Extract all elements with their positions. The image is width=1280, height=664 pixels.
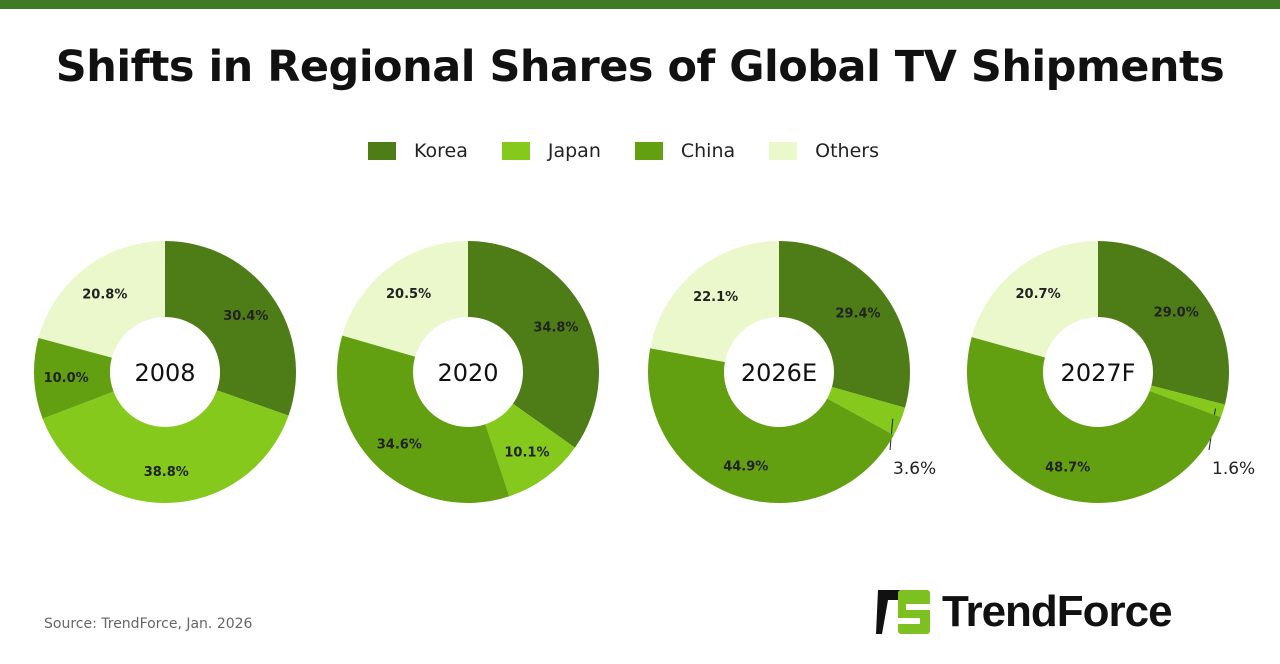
donut-center-label: 2027F — [1061, 359, 1136, 387]
data-label-japan: 38.8% — [144, 465, 189, 480]
data-label-korea: 30.4% — [223, 309, 268, 324]
legend-label: China — [680, 140, 736, 162]
trendforce-logo-icon — [876, 590, 930, 634]
slice-others-2020 — [342, 241, 468, 357]
legend-swatch — [501, 142, 530, 160]
data-label-korea: 34.8% — [533, 321, 578, 336]
top-bar — [0, 0, 1280, 9]
slice-china-2008 — [34, 337, 114, 419]
data-label-korea: 29.4% — [835, 306, 880, 321]
donut-center-label: 2026E — [741, 359, 817, 387]
legend-item-japan: Japan — [501, 140, 601, 162]
slice-korea-2008 — [165, 241, 297, 416]
legend-label: Japan — [547, 140, 601, 162]
data-label-china: 34.6% — [377, 437, 422, 452]
slice-others-2027F — [971, 241, 1098, 358]
data-label-others: 20.7% — [1016, 287, 1061, 302]
slice-korea-2027F — [1098, 241, 1229, 405]
chart-title: Shifts in Regional Shares of Global TV S… — [55, 42, 1225, 92]
donut-center-label: 2008 — [134, 359, 195, 387]
data-label-others: 20.5% — [386, 287, 431, 302]
data-label-china: 44.9% — [723, 459, 768, 474]
legend-swatch — [634, 142, 663, 160]
slice-korea-2020 — [468, 241, 599, 448]
slice-japan-2026E — [827, 387, 906, 436]
data-label-japan: 10.1% — [504, 446, 549, 461]
data-label-others: 22.1% — [693, 290, 738, 305]
data-label-japan: 1.6% — [1212, 459, 1255, 479]
slice-korea-2026E — [779, 241, 910, 408]
slice-others-2026E — [650, 241, 779, 363]
data-label-others: 20.8% — [82, 287, 127, 302]
legend-label: Others — [815, 140, 880, 162]
legend-item-others: Others — [769, 140, 879, 162]
slice-japan-2008 — [42, 390, 289, 503]
legend-label: Korea — [414, 140, 468, 162]
donut-center-label: 2020 — [437, 359, 498, 387]
slice-china-2026E — [648, 348, 894, 503]
slice-china-2020 — [337, 335, 510, 504]
data-label-china: 48.7% — [1045, 460, 1090, 475]
trendforce-logo: TrendForce — [876, 586, 1173, 638]
slice-china-2027F — [966, 337, 1221, 504]
data-label-korea: 29.0% — [1154, 305, 1199, 320]
slice-japan-2020 — [485, 403, 575, 497]
data-label-china: 10.0% — [44, 371, 89, 386]
legend-item-korea: Korea — [368, 140, 468, 162]
slice-others-2008 — [38, 241, 165, 358]
source-note: Source: TrendForce, Jan. 2026 — [44, 616, 253, 632]
legend-swatch — [769, 142, 798, 160]
legend-swatch — [368, 142, 396, 160]
data-label-japan: 3.6% — [893, 459, 936, 479]
logo-text: TrendForce — [942, 587, 1173, 636]
legend: Korea Japan China Others — [368, 140, 913, 162]
slice-japan-2027F — [1149, 385, 1225, 418]
legend-item-china: China — [634, 140, 736, 162]
